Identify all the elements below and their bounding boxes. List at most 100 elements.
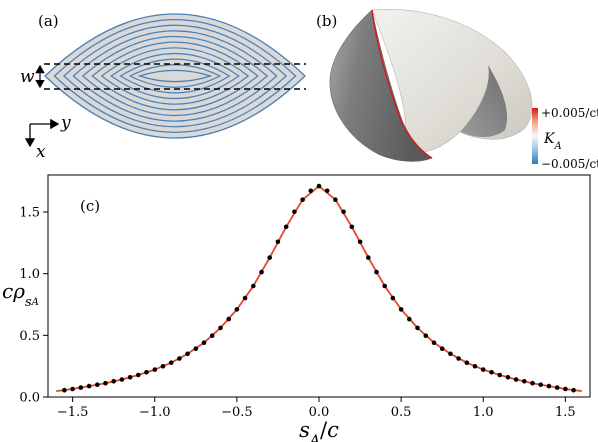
lens-contour <box>63 24 287 128</box>
lens-contour <box>128 64 222 88</box>
x-tick-label: 0.5 <box>391 405 412 420</box>
data-point <box>522 379 527 384</box>
data-point <box>357 239 363 245</box>
panel-a-label: (a) <box>38 12 59 30</box>
data-point <box>78 385 84 390</box>
y-tick-label: 1.5 <box>19 206 40 221</box>
data-point <box>530 380 535 386</box>
panel-b: (b) +0.005/ct KA −0.005/ct <box>316 9 598 171</box>
y-tick-label: 1.0 <box>19 267 40 282</box>
series-layer <box>56 183 582 393</box>
axis-y-label: y <box>60 113 71 133</box>
data-point <box>201 340 207 346</box>
data-point <box>111 379 116 384</box>
x-tick-label: −1.0 <box>139 405 171 420</box>
y-axis-label: cρsA <box>2 279 39 310</box>
data-point <box>226 316 231 322</box>
data-point <box>185 351 190 357</box>
x-axis: −1.5 −1.0 −0.5 0.0 0.5 1.0 1.5 <box>57 397 576 420</box>
data-point <box>275 239 281 245</box>
data-point <box>571 387 576 393</box>
colorbar <box>532 108 538 164</box>
data-point <box>448 351 453 357</box>
data-point <box>86 383 92 389</box>
data-point <box>489 370 494 375</box>
lens-contour <box>137 69 213 83</box>
data-point <box>292 209 297 215</box>
axis-x-label: x <box>36 142 46 162</box>
data-point <box>538 382 543 388</box>
surface-ridge-line <box>371 9 433 159</box>
data-point <box>456 356 461 361</box>
data-point <box>259 269 264 275</box>
data-point <box>308 188 314 194</box>
w-label: w <box>20 67 35 87</box>
data-point <box>366 255 371 260</box>
data-point <box>480 367 486 372</box>
data-point <box>234 307 240 312</box>
lens-contour <box>53 19 297 133</box>
x-tick-label: −0.5 <box>221 405 253 420</box>
data-point <box>152 367 158 372</box>
surface-dark-sheet <box>329 9 433 162</box>
x-tick-label: 1.5 <box>555 405 576 420</box>
data-point <box>242 295 248 301</box>
y-axis: 0.0 0.5 1.0 1.5 <box>19 206 48 406</box>
data-point <box>160 364 166 369</box>
x-axis-label: sA/c <box>299 418 339 442</box>
data-point <box>300 197 305 202</box>
y-tick-label: 0.5 <box>19 329 40 344</box>
lens-contour <box>100 47 250 105</box>
plot-frame <box>47 174 591 398</box>
data-point <box>283 224 289 230</box>
data-point <box>193 346 199 352</box>
data-point <box>177 356 182 361</box>
data-point <box>316 183 322 189</box>
data-point <box>374 269 379 275</box>
data-point <box>497 372 503 378</box>
data-point <box>382 283 388 289</box>
data-point <box>554 385 560 390</box>
data-point <box>324 188 330 194</box>
data-point <box>349 224 355 230</box>
data-point <box>251 283 256 289</box>
data-point <box>563 386 568 392</box>
fit-line <box>56 185 582 392</box>
data-point <box>431 340 437 346</box>
data-point <box>333 197 338 202</box>
data-point <box>415 325 420 331</box>
lens-contour <box>72 30 278 122</box>
data-point <box>218 325 223 331</box>
colorbar-var-label: KA <box>543 131 562 152</box>
data-point <box>439 346 445 352</box>
data-point <box>70 386 75 392</box>
data-point <box>390 295 396 301</box>
data-point <box>513 377 519 382</box>
y-tick-label: 0.0 <box>19 391 40 406</box>
lens-contour <box>110 52 240 100</box>
surface-inner-fold <box>460 65 508 137</box>
data-point <box>136 372 141 378</box>
data-point <box>546 383 552 389</box>
developable-surface <box>329 9 533 162</box>
panel-b-label: (b) <box>316 12 337 30</box>
panel-c-label: (c) <box>80 197 100 215</box>
data-point <box>119 377 125 382</box>
data-point <box>472 364 478 369</box>
panel-a: (a) w y x <box>20 12 306 162</box>
data-point <box>398 307 404 312</box>
x-tick-label: 0.0 <box>309 405 330 420</box>
lens-outline <box>44 13 306 139</box>
data-point <box>267 255 273 260</box>
data-point <box>168 360 174 366</box>
x-tick-label: −1.5 <box>57 405 89 420</box>
data-point <box>341 209 346 215</box>
lens-shape <box>44 13 306 139</box>
data-point <box>209 333 215 339</box>
colorbar-min-label: −0.005/ct <box>541 157 598 171</box>
data-point <box>95 382 100 388</box>
data-point <box>62 387 67 393</box>
data-point <box>505 375 511 380</box>
data-point <box>407 316 412 322</box>
